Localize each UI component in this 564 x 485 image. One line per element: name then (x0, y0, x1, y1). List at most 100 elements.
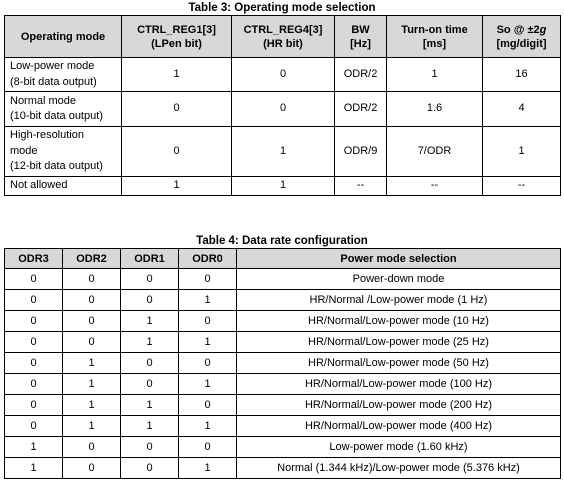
odr1-cell: 0 (120, 373, 179, 395)
odr3-cell: 0 (4, 352, 63, 374)
table-row: High-resolution mode (12-bit data output) … (4, 126, 561, 177)
odr1-cell: 0 (120, 457, 179, 479)
power-mode-cell: HR/Normal/Low-power mode (10 Hz) (236, 310, 561, 332)
odr3-cell: 0 (4, 394, 63, 416)
power-mode-cell: HR/Normal /Low-power mode (1 Hz) (236, 289, 561, 311)
hr-cell: 0 (231, 57, 335, 92)
odr0-cell: 1 (178, 289, 237, 311)
power-mode-cell: Normal (1.344 kHz)/Low-power mode (5.376… (236, 457, 561, 479)
mode-cell: Not allowed (4, 176, 122, 196)
odr1-cell: 1 (120, 415, 179, 437)
odr0-cell: 0 (178, 436, 237, 458)
header-power-mode: Power mode selection (236, 248, 561, 269)
lpen-cell: 0 (121, 91, 232, 127)
lpen-cell: 1 (121, 176, 232, 196)
bw-cell: -- (334, 176, 387, 196)
power-mode-cell: HR/Normal/Low-power mode (25 Hz) (236, 331, 561, 353)
table-row: Not allowed 1 1 -- -- -- (4, 176, 561, 196)
bw-cell: ODR/2 (334, 91, 387, 127)
header-bw: BW [Hz] (334, 15, 387, 58)
header-sensitivity: So @ ±2g [mg/digit] (482, 15, 561, 58)
power-mode-cell: HR/Normal/Low-power mode (50 Hz) (236, 352, 561, 374)
turn-on-cell: 1.6 (386, 91, 483, 127)
so-cell: 4 (482, 91, 561, 127)
odr2-cell: 0 (62, 436, 121, 458)
turn-on-cell: 1 (386, 57, 483, 92)
so-cell: 1 (482, 126, 561, 177)
operating-mode-table: Operating mode CTRL_REG1[3] (LPen bit) CT… (4, 15, 561, 196)
header-turn-on-time: Turn-on time [ms] (386, 15, 483, 58)
table3-header-row: Operating mode CTRL_REG1[3] (LPen bit) CT… (4, 15, 561, 58)
odr0-cell: 0 (178, 310, 237, 332)
lpen-cell: 0 (121, 126, 232, 177)
header-odr0: ODR0 (178, 248, 237, 269)
power-mode-cell: HR/Normal/Low-power mode (400 Hz) (236, 415, 561, 437)
power-mode-cell: Low-power mode (1.60 kHz) (236, 436, 561, 458)
power-mode-cell: HR/Normal/Low-power mode (100 Hz) (236, 373, 561, 395)
bw-cell: ODR/9 (334, 126, 387, 177)
odr1-cell: 0 (120, 289, 179, 311)
power-mode-cell: HR/Normal/Low-power mode (200 Hz) (236, 394, 561, 416)
so-cell: 16 (482, 57, 561, 92)
odr3-cell: 0 (4, 331, 63, 353)
hr-cell: 1 (231, 126, 335, 177)
odr3-cell: 0 (4, 289, 63, 311)
odr3-cell: 0 (4, 415, 63, 437)
odr2-cell: 1 (62, 373, 121, 395)
mode-cell: Low-power mode (8-bit data output) (4, 57, 122, 92)
header-ctrl-reg1: CTRL_REG1[3] (LPen bit) (121, 15, 232, 58)
turn-on-cell: -- (386, 176, 483, 196)
odr2-cell: 0 (62, 331, 121, 353)
mode-cell: High-resolution mode (12-bit data output) (4, 126, 122, 177)
odr1-cell: 1 (120, 394, 179, 416)
odr1-cell: 1 (120, 310, 179, 332)
header-odr1: ODR1 (120, 248, 179, 269)
odr3-cell: 0 (4, 268, 63, 290)
header-operating-mode: Operating mode (4, 15, 122, 58)
table-row: Low-power mode (8-bit data output) 1 0 OD… (4, 57, 561, 92)
odr3-cell: 0 (4, 373, 63, 395)
table-row: 0 1 0 0 HR/Normal/Low-power mode (50 Hz) (4, 352, 561, 374)
odr1-cell: 1 (120, 331, 179, 353)
table4-caption: Table 4: Data rate configuration (196, 235, 368, 247)
odr3-cell: 0 (4, 310, 63, 332)
odr2-cell: 1 (62, 352, 121, 374)
bw-cell: ODR/2 (334, 57, 387, 92)
odr1-cell: 0 (120, 352, 179, 374)
odr0-cell: 0 (178, 352, 237, 374)
power-mode-cell: Power-down mode (236, 268, 561, 290)
lpen-cell: 1 (121, 57, 232, 92)
header-odr2: ODR2 (62, 248, 121, 269)
table-row: 0 0 1 1 HR/Normal/Low-power mode (25 Hz) (4, 331, 561, 353)
odr2-cell: 0 (62, 268, 121, 290)
odr0-cell: 1 (178, 415, 237, 437)
table4-header-row: ODR3 ODR2 ODR1 ODR0 Power mode selection (4, 248, 561, 269)
so-cell: -- (482, 176, 561, 196)
odr2-cell: 0 (62, 310, 121, 332)
table-row: 0 1 1 1 HR/Normal/Low-power mode (400 Hz… (4, 415, 561, 437)
odr2-cell: 1 (62, 415, 121, 437)
table-row: 1 0 0 1 Normal (1.344 kHz)/Low-power mod… (4, 457, 561, 479)
odr1-cell: 0 (120, 436, 179, 458)
table-row: 0 0 0 1 HR/Normal /Low-power mode (1 Hz) (4, 289, 561, 311)
mode-cell: Normal mode (10-bit data output) (4, 91, 122, 127)
turn-on-cell: 7/ODR (386, 126, 483, 177)
odr0-cell: 1 (178, 373, 237, 395)
odr0-cell: 1 (178, 331, 237, 353)
table3-caption: Table 3: Operating mode selection (188, 2, 376, 14)
odr1-cell: 0 (120, 268, 179, 290)
odr2-cell: 0 (62, 457, 121, 479)
odr2-cell: 0 (62, 289, 121, 311)
table-row: Normal mode (10-bit data output) 0 0 ODR/… (4, 91, 561, 127)
header-ctrl-reg4: CTRL_REG4[3] (HR bit) (231, 15, 335, 58)
odr0-cell: 0 (178, 394, 237, 416)
table-row: 0 1 0 1 HR/Normal/Low-power mode (100 Hz… (4, 373, 561, 395)
header-odr3: ODR3 (4, 248, 63, 269)
table-row: 0 0 0 0 Power-down mode (4, 268, 561, 290)
hr-cell: 0 (231, 91, 335, 127)
odr3-cell: 1 (4, 436, 63, 458)
table-row: 0 1 1 0 HR/Normal/Low-power mode (200 Hz… (4, 394, 561, 416)
data-rate-table: ODR3 ODR2 ODR1 ODR0 Power mode selection… (4, 248, 561, 479)
table-row: 0 0 1 0 HR/Normal/Low-power mode (10 Hz) (4, 310, 561, 332)
odr0-cell: 0 (178, 268, 237, 290)
